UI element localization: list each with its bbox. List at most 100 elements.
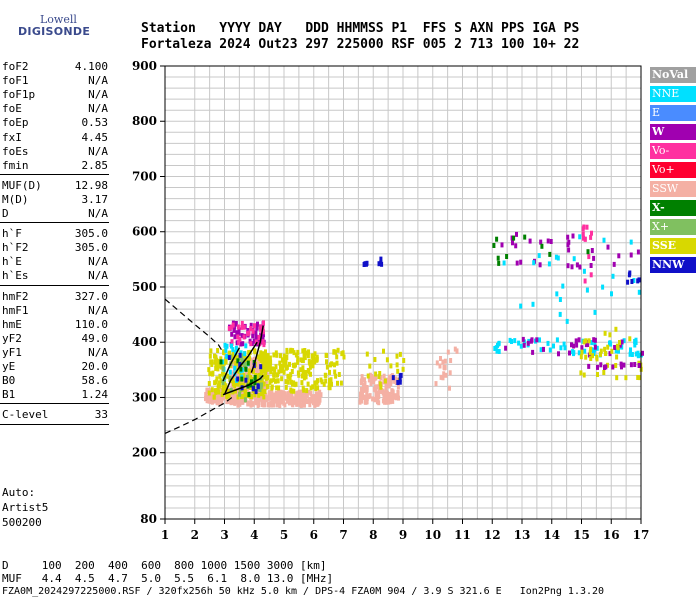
echo-point <box>260 397 264 403</box>
param-row: M(D) 3.17 <box>2 193 108 206</box>
echo-point <box>241 341 245 347</box>
echo-point <box>216 400 220 406</box>
echo-point <box>592 351 596 356</box>
echo-point <box>229 387 233 393</box>
echo-point <box>249 357 253 363</box>
echo-point <box>394 395 398 401</box>
echo-point <box>443 358 447 364</box>
echo-point <box>577 350 581 356</box>
param-name: foF1p <box>2 88 36 102</box>
echo-point <box>360 398 364 404</box>
echo-point <box>333 362 336 368</box>
echo-point <box>309 398 312 404</box>
echo-point <box>531 301 535 307</box>
echo-point <box>634 351 638 357</box>
echo-point <box>266 366 270 372</box>
echo-point <box>369 376 373 382</box>
echo-point <box>608 351 612 357</box>
echo-point <box>361 395 365 400</box>
param-name: fxI <box>2 130 22 144</box>
y-tick-label: 300 <box>132 390 157 404</box>
profile-curve <box>222 374 264 396</box>
echo-point <box>236 358 240 364</box>
echo-point <box>253 375 257 380</box>
param-name: hmE <box>2 317 22 331</box>
echo-point <box>374 371 378 377</box>
profile-curve <box>250 325 264 373</box>
y-tick-label: 500 <box>132 280 157 294</box>
echo-point <box>339 380 343 386</box>
legend-item-sse: SSE <box>650 238 696 254</box>
echo-point <box>310 361 314 367</box>
param-value: 3.17 <box>81 192 109 206</box>
x-tick-label: 2 <box>191 528 199 542</box>
profile-curve-dashed <box>164 395 234 434</box>
echo-point <box>589 346 593 352</box>
echo-point <box>359 391 362 397</box>
echo-point <box>367 377 371 383</box>
echo-point <box>240 320 244 326</box>
echo-point <box>385 357 389 363</box>
x-tick-label: 5 <box>280 528 288 542</box>
echo-point <box>241 390 245 396</box>
param-name: h`E <box>2 255 22 269</box>
echo-point <box>583 348 587 354</box>
param-value: N/A <box>88 88 108 102</box>
echo-point <box>221 380 225 386</box>
echo-point <box>214 379 218 385</box>
echo-point <box>602 237 606 243</box>
echo-point <box>620 364 623 370</box>
echo-point <box>595 354 599 360</box>
panel-separator <box>0 222 109 224</box>
echo-point <box>548 251 552 257</box>
echo-point <box>363 399 367 405</box>
echo-point <box>219 388 223 394</box>
echo-point <box>219 356 223 362</box>
echo-point <box>243 362 246 368</box>
legend-item-e: E <box>650 105 696 121</box>
echo-point <box>275 399 279 405</box>
echo-point <box>237 330 241 336</box>
param-name: yF1 <box>2 345 22 359</box>
echo-point <box>603 346 607 352</box>
echo-point <box>504 345 508 351</box>
echo-point <box>592 255 596 261</box>
echo-point <box>234 345 238 351</box>
header-labels: Station YYYY DAY DDD HHMMSS P1 FFS S AXN… <box>141 21 580 36</box>
echo-point <box>232 361 236 367</box>
echo-point <box>277 385 281 391</box>
echo-point <box>563 345 567 351</box>
echo-point <box>332 349 336 355</box>
echo-point <box>637 277 641 283</box>
echo-point <box>610 348 614 354</box>
echo-point <box>615 375 619 381</box>
echo-point <box>611 364 615 370</box>
echo-point <box>264 379 268 384</box>
echo-point <box>519 259 523 265</box>
echo-point <box>262 358 265 364</box>
echo-point <box>289 372 293 378</box>
echo-point <box>567 239 571 245</box>
param-value: 4.45 <box>81 130 109 144</box>
echo-point <box>309 391 313 396</box>
echo-point <box>253 323 256 329</box>
echo-point <box>216 383 220 389</box>
echo-point <box>548 347 552 353</box>
echo-point <box>294 381 298 387</box>
echo-point <box>253 349 257 355</box>
echo-point <box>388 399 392 405</box>
echo-point <box>448 370 452 376</box>
echo-point <box>264 360 268 366</box>
echo-point <box>217 380 221 386</box>
echo-point <box>335 360 339 366</box>
echo-point <box>291 348 295 354</box>
echo-point <box>591 353 594 359</box>
echo-point <box>261 339 265 345</box>
echo-point <box>361 392 364 398</box>
echo-point <box>582 339 586 345</box>
panel-separator <box>0 284 109 286</box>
echo-point <box>277 369 281 375</box>
echo-point <box>299 367 303 373</box>
echo-point <box>599 362 603 368</box>
profile-curves <box>164 298 264 434</box>
